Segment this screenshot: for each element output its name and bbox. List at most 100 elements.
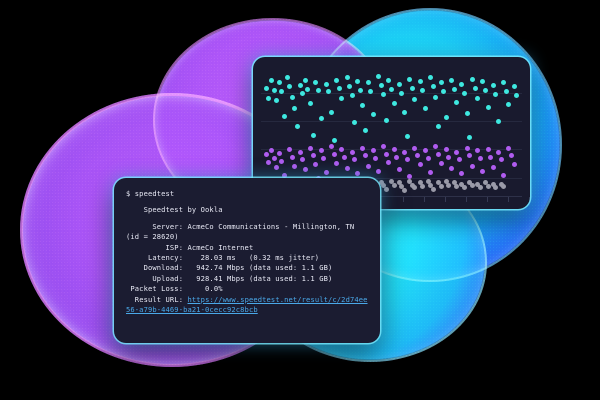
chart-dot-latency [381,182,387,188]
chart-dot-latency [501,184,507,190]
chart-dot-download [292,106,298,112]
chart-dot-upload [287,146,293,152]
chart-dot-upload [334,161,340,167]
chart-dot-download [268,77,274,83]
chart-dot-download [441,89,447,95]
chart-dot-download [422,106,428,112]
chart-dot-download [297,82,303,88]
chart-dot-download [459,81,465,87]
chart-dot-upload [266,159,272,165]
chart-dot-upload [490,164,496,170]
result-url-label: Result URL: [126,294,188,304]
chart-dot-download [472,85,478,91]
chart-dot-upload [268,148,274,154]
chart-dot-download [409,85,415,91]
chart-dot-latency [498,181,504,187]
chart-dot-download [368,89,374,95]
chart-dot-latency [438,184,444,190]
chart-dot-download [493,91,499,97]
chart-dot-latency [417,180,423,186]
terminal-output: $ speedtest Speedtest by Ookla Server: A… [126,189,368,315]
chart-dot-latency [402,187,408,193]
chart-dot-upload [415,153,421,159]
chart-dot-upload [396,167,402,173]
chart-dot-upload [360,145,366,151]
chart-dot-upload [477,155,483,161]
chart-dot-download [362,127,368,133]
chart-dot-upload [370,148,376,154]
chart-dot-download [506,102,512,108]
chart-dot-upload [412,145,418,151]
chart-x-tick [445,197,446,202]
chart-dot-download [313,80,319,86]
chart-dot-latency [493,185,499,191]
terminal-line-download: Download: 942.74 Mbps (data used: 1.1 GB… [126,263,333,273]
chart-dot-latency [396,180,402,186]
chart-dot-upload [271,155,277,161]
chart-dot-upload [375,168,381,174]
chart-dot-download [274,98,280,104]
chart-dot-download [467,135,473,141]
chart-dot-latency [477,185,483,191]
chart-dot-download [475,95,481,101]
chart-dot-download [281,113,287,119]
chart-dot-upload [506,145,512,151]
chart-dot-upload [498,157,504,163]
chart-dot-download [381,91,387,97]
chart-dot-download [514,93,520,99]
chart-dot-download [336,85,342,91]
chart-dot-latency [383,186,389,192]
chart-dot-download [433,94,439,100]
chart-gridline [261,121,522,123]
chart-dot-upload [428,170,434,176]
chart-dot-upload [511,162,517,168]
chart-dot-upload [362,153,368,159]
chart-dot-download [328,109,334,115]
chart-dot-download [435,123,441,129]
chart-dot-latency [490,181,496,187]
chart-dot-latency [391,182,397,188]
chart-dot-upload [344,166,350,172]
chart-dot-latency [430,186,436,192]
chart-dot-download [399,90,405,96]
chart-dot-upload [300,157,306,163]
chart-dot-latency [459,181,465,187]
chart-dot-download [428,75,434,81]
chart-dot-download [266,95,272,101]
terminal-line-result_label: Result URL: https://www.speedtest.net/re… [126,295,368,316]
chart-dot-upload [276,150,282,156]
chart-dot-upload [321,155,327,161]
speedtest-terminal[interactable]: $ speedtest Speedtest by Ookla Server: A… [114,178,380,343]
chart-dot-download [263,85,269,91]
chart-dot-upload [475,148,481,154]
chart-dot-download [402,109,408,115]
chart-dot-latency [435,180,441,186]
chart-dot-download [339,95,345,101]
terminal-line-packet_loss: Packet Loss: 0.0% [126,284,223,294]
chart-dot-download [370,112,376,118]
chart-dot-upload [279,158,285,164]
chart-dot-download [295,123,301,129]
chart-dot-download [490,82,496,88]
chart-dot-latency [399,184,405,190]
chart-x-tick [424,197,425,202]
chart-dot-download [315,88,321,94]
chart-dot-upload [281,172,287,178]
chart-dot-upload [352,157,358,163]
chart-dot-download [287,84,293,90]
chart-dot-upload [302,167,308,173]
chart-dot-upload [310,153,316,159]
chart-dot-download [404,134,410,140]
chart-dot-download [449,77,455,83]
chart-x-axis [261,196,522,197]
chart-dot-download [279,89,285,95]
result-url-link[interactable]: https://www.speedtest.net/result/c/2d74e… [126,294,368,315]
chart-dot-download [344,75,350,81]
chart-dot-latency [407,178,413,184]
chart-dot-download [308,100,314,106]
chart-x-tick [466,197,467,202]
chart-dot-download [454,99,460,105]
chart-x-tick [508,197,509,202]
terminal-line-server_id: (id = 28620) [126,232,179,242]
chart-x-tick [529,197,530,202]
